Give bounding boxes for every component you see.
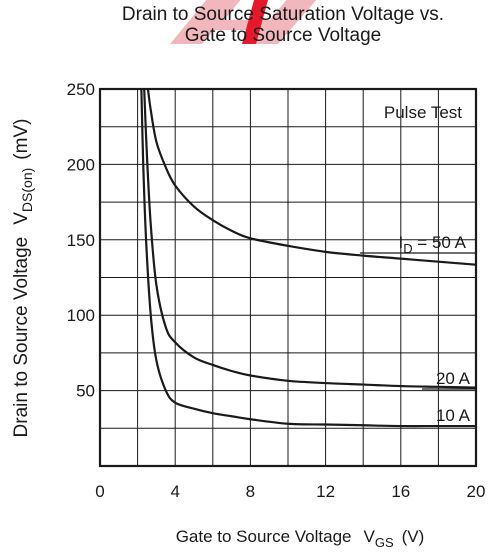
x-tick-label: 0: [95, 482, 104, 501]
series-line-0: [146, 88, 477, 266]
series-label-10A: 10 A: [436, 406, 471, 425]
x-tick-label: 12: [316, 482, 335, 501]
x-tick-label: 4: [170, 482, 179, 501]
chart-title-line-2: Gate to Source Voltage: [184, 25, 382, 46]
x-tick-label: 16: [391, 482, 410, 501]
x-axis-label-sub: GS: [375, 535, 394, 550]
series-label-50A-sub: D: [403, 241, 412, 256]
x-tick-label: 8: [246, 482, 255, 501]
x-axis-label-unit: (V): [402, 527, 425, 546]
x-tick-label: 20: [467, 482, 486, 501]
y-tick-label: 250: [67, 80, 95, 99]
grid: [100, 89, 476, 466]
y-tick-label: 100: [67, 306, 95, 325]
y-axis-label-symbol: V: [11, 212, 32, 225]
y-axis-label-text: Drain to Source Voltage: [11, 237, 32, 438]
series-label-50A: ID = 50 A: [398, 233, 466, 256]
series-label-20A: 20 A: [436, 369, 471, 388]
plot-frame: [98, 87, 478, 468]
y-tick-label: 150: [67, 231, 95, 250]
pulse-test-annotation: Pulse Test: [384, 103, 462, 122]
watermark-logo: [170, 0, 317, 44]
y-axis-label-sub: DS(on): [19, 168, 35, 212]
tick-labels: 0 4 8 12 16 20 50 100 150 200 250: [67, 80, 486, 501]
x-axis-label-symbol: V: [363, 527, 375, 546]
y-tick-label: 200: [67, 155, 95, 174]
series-group: [140, 88, 477, 428]
series-label-50A-main: I: [398, 233, 403, 252]
chart-title-line-1: Drain to Source Saturation Voltage vs.: [121, 4, 445, 25]
x-axis-label-text: Gate to Source Voltage: [176, 527, 352, 546]
series-label-50A-rest: = 50 A: [413, 233, 467, 252]
series-line-1: [143, 88, 477, 389]
series-line-2: [140, 88, 476, 428]
y-tick-label: 50: [76, 382, 95, 401]
x-axis-label: Gate to Source Voltage VGS (V): [176, 527, 425, 550]
y-axis-label: Drain to Source Voltage VDS(on) (mV): [11, 119, 35, 438]
y-axis-label-unit: (mV): [11, 119, 32, 160]
